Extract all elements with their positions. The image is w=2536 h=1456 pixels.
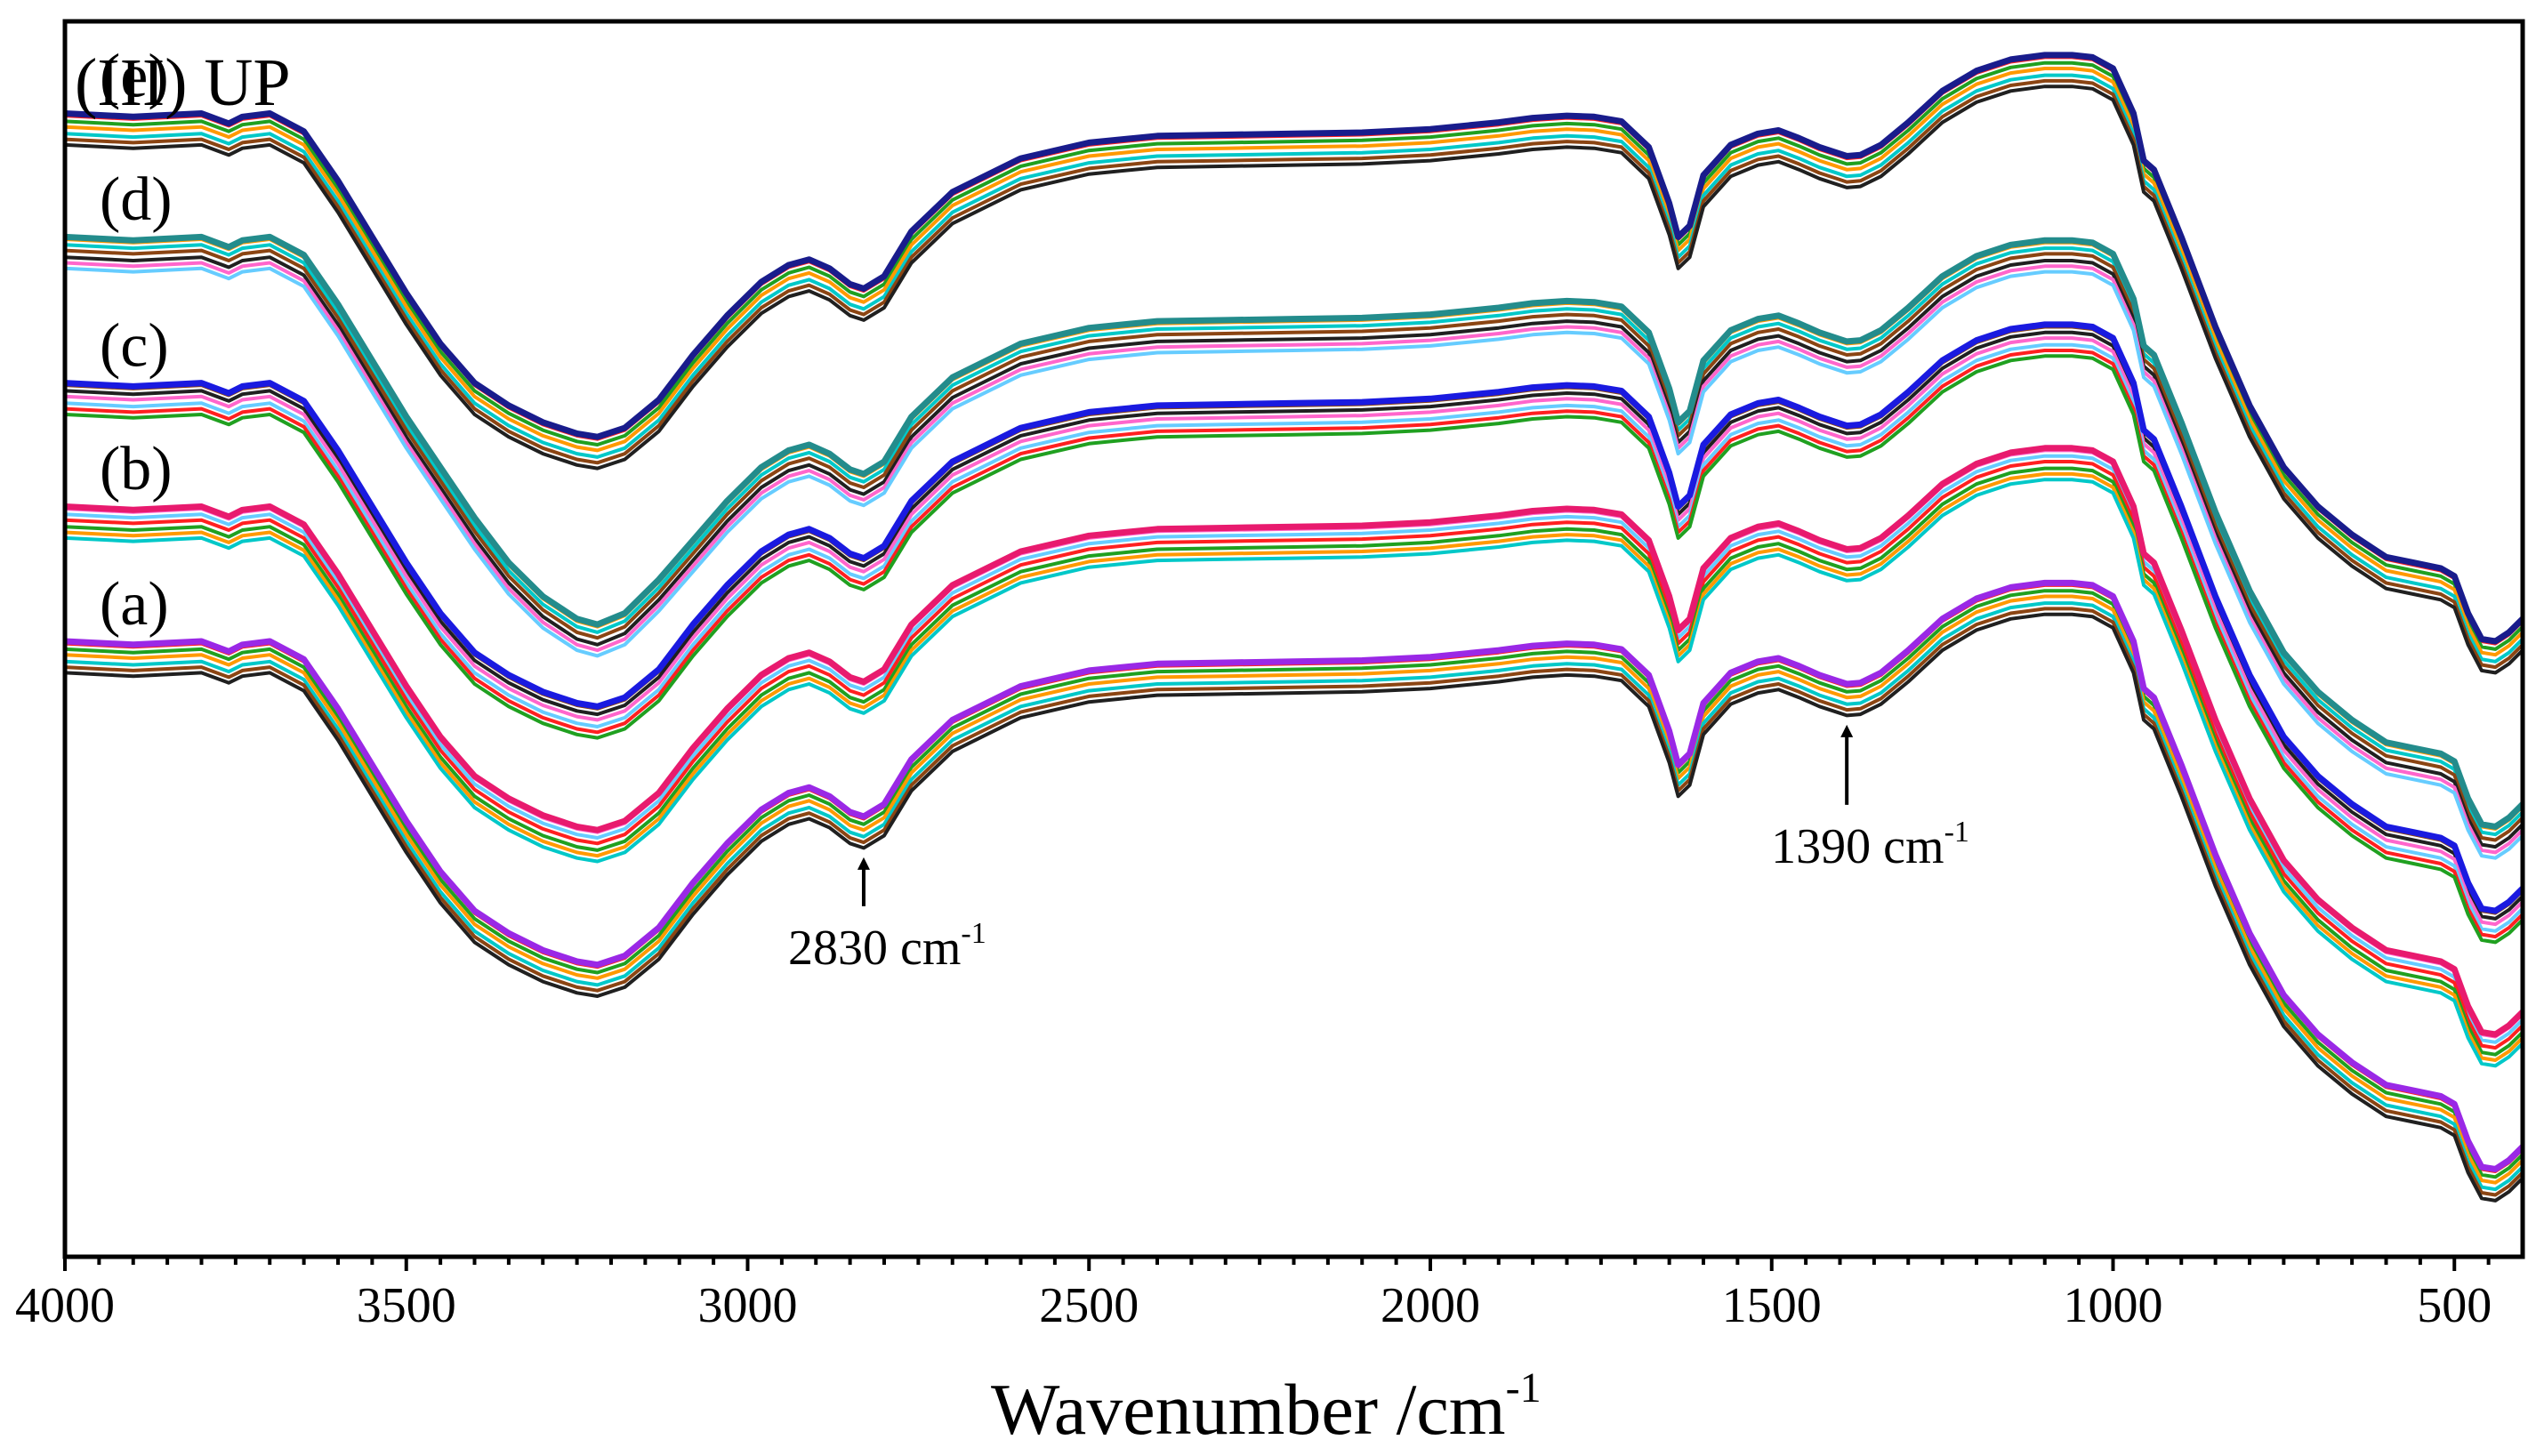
series-replicate-line [65, 471, 2523, 1062]
curve-label: (a) [100, 570, 169, 639]
x-axis-label: Wavenumber /cm-1 [991, 1364, 1542, 1450]
series-group [65, 579, 2523, 1203]
series-replicate-line [65, 354, 2523, 945]
series-layer [65, 52, 2523, 1203]
series-replicate-line [65, 325, 2523, 915]
series-replicate-line [65, 248, 2523, 842]
x-tick-label: 3000 [698, 1278, 798, 1333]
labels-layer: (e) (d) (c) (b) (a) 2830 cm-1 1390 cm-1 [100, 42, 1969, 976]
series-replicate-line [65, 594, 2523, 1185]
annotation-arrowhead [857, 857, 870, 870]
series-replicate-line [65, 607, 2523, 1197]
series-replicate-line [65, 478, 2523, 1068]
series-replicate-line [65, 78, 2523, 670]
series-replicate-line [65, 84, 2523, 675]
curve-label: (e) [100, 42, 169, 110]
series-group [65, 52, 2523, 675]
series-replicate-line [65, 336, 2523, 927]
series-replicate-line [65, 583, 2523, 1173]
series-line [65, 233, 2523, 830]
x-axis-label-sup: -1 [1506, 1364, 1542, 1412]
chart-title: (III) UP [75, 45, 291, 120]
series-replicate-line [65, 466, 2523, 1057]
series-group [65, 445, 2523, 1068]
series-line [65, 321, 2523, 914]
x-tick-label: 3500 [357, 1278, 456, 1333]
curve-label: (c) [100, 311, 169, 380]
series-replicate-line [65, 266, 2523, 860]
annotation-arrowhead [1840, 724, 1854, 737]
series-replicate-line [65, 448, 2523, 1039]
x-tick-label: 4000 [15, 1278, 115, 1333]
series-line [65, 445, 2523, 1038]
x-tick-label: 2000 [1381, 1278, 1480, 1333]
series-replicate-line [65, 601, 2523, 1192]
series-replicate-line [65, 261, 2523, 855]
x-tick-label: 2500 [1039, 1278, 1139, 1333]
x-tick-label: 500 [2417, 1278, 2492, 1333]
series-replicate-line [65, 342, 2523, 933]
series-replicate-line [65, 349, 2523, 939]
curve-label: (b) [100, 435, 173, 503]
curve-label: (d) [100, 165, 173, 234]
x-axis-ticks: 4000 3500 3000 2500 2000 1500 1000 500 [15, 1257, 2492, 1333]
series-replicate-line [65, 67, 2523, 657]
series-replicate-line [65, 255, 2523, 849]
x-tick-label: 1500 [1722, 1278, 1822, 1333]
annotation-label: 2830 cm-1 [788, 917, 986, 976]
x-axis-label-text: Wavenumber /cm [991, 1369, 1506, 1450]
series-replicate-line [65, 460, 2523, 1050]
plot-frame [62, 19, 2525, 1259]
series-line [65, 579, 2523, 1172]
series-replicate-line [65, 73, 2523, 664]
annotation-label: 1390 cm-1 [1771, 816, 1969, 874]
series-replicate-line [65, 612, 2523, 1203]
series-group [65, 321, 2523, 945]
series-group [65, 233, 2523, 860]
series-line [65, 52, 2523, 645]
x-tick-label: 1000 [2064, 1278, 2163, 1333]
